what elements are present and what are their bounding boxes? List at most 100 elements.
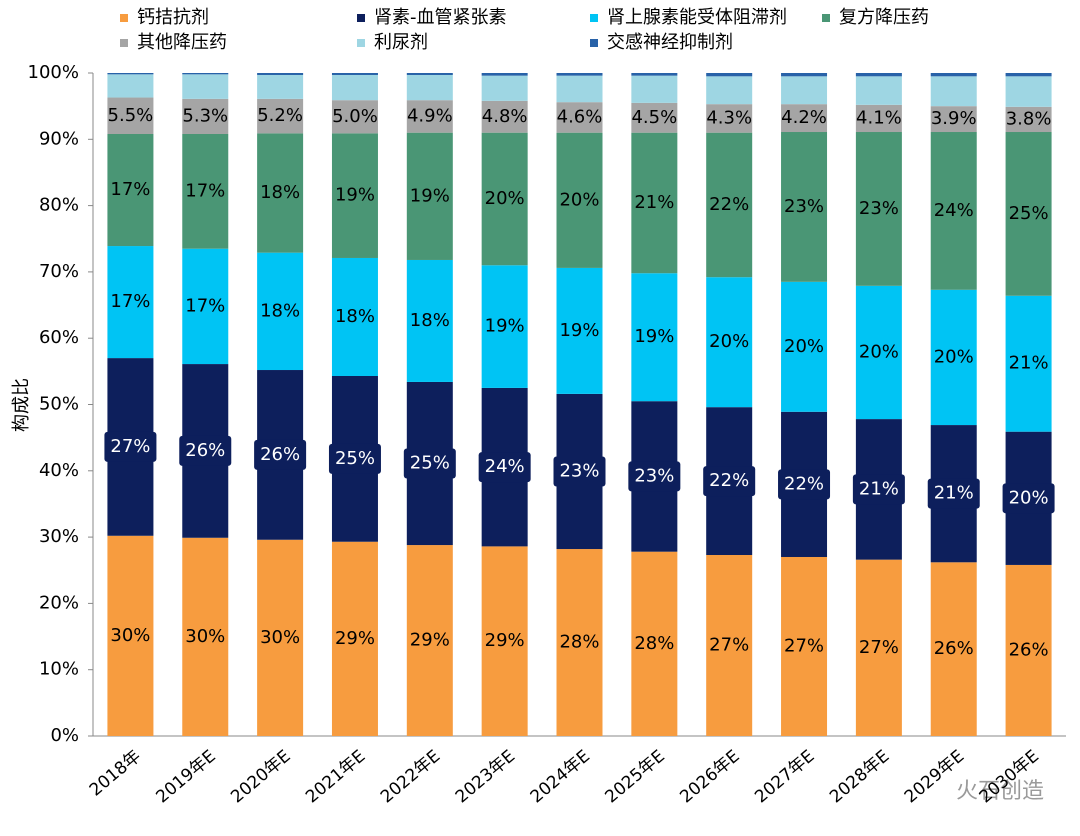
- data-label: 27%: [709, 635, 749, 656]
- bar-segment: [331, 257, 378, 376]
- bar-segment: [706, 277, 753, 408]
- data-label: 21%: [1009, 353, 1049, 374]
- label-box: [628, 461, 681, 492]
- bar-segment: [556, 73, 603, 76]
- label-box: [179, 435, 232, 466]
- legend-label: 肾素-血管紧张素: [374, 7, 507, 28]
- bar-segment: [481, 265, 528, 388]
- data-label: 23%: [634, 465, 674, 486]
- bar-segment: [556, 267, 603, 394]
- legend-swatch: [590, 14, 598, 22]
- data-label: 5.3%: [182, 105, 228, 126]
- bar-segment: [781, 73, 828, 77]
- data-label: 29%: [335, 628, 375, 649]
- bar-segment: [781, 281, 828, 412]
- data-label: 20%: [784, 336, 824, 357]
- data-label: 19%: [410, 185, 450, 206]
- y-tick-label: 90%: [39, 128, 79, 149]
- x-tick-label: 2026年E: [676, 746, 743, 807]
- label-box: [927, 478, 980, 509]
- y-tick-label: 70%: [39, 261, 79, 282]
- x-tick-label: 2027年E: [751, 746, 818, 807]
- x-tick-label: 2021年E: [302, 746, 369, 807]
- bar-segment: [406, 259, 453, 382]
- bar-segment: [631, 132, 678, 274]
- data-label: 17%: [185, 295, 225, 316]
- data-label: 28%: [559, 632, 599, 653]
- data-label: 17%: [185, 180, 225, 201]
- label-box: [478, 452, 531, 483]
- bar-segment: [930, 132, 977, 290]
- label-box: [1002, 483, 1055, 514]
- data-label: 24%: [485, 456, 525, 477]
- data-label: 3.9%: [931, 108, 977, 129]
- label-box: [852, 474, 905, 505]
- data-label: 4.8%: [482, 106, 528, 127]
- bar-segment: [631, 75, 678, 103]
- data-label: 4.2%: [781, 107, 827, 128]
- bar-segment: [107, 97, 154, 134]
- y-tick-label: 20%: [39, 592, 79, 613]
- data-label: 23%: [784, 196, 824, 217]
- data-label: 4.9%: [407, 105, 453, 126]
- data-label: 26%: [934, 638, 974, 659]
- bar-segment: [1005, 73, 1052, 77]
- y-tick-label: 50%: [39, 394, 79, 415]
- data-label: 30%: [185, 626, 225, 647]
- data-label: 27%: [859, 637, 899, 658]
- data-label: 23%: [859, 198, 899, 219]
- x-tick-label: 2028年E: [826, 746, 893, 807]
- data-label: 22%: [709, 194, 749, 215]
- bar-segment: [631, 273, 678, 402]
- bar-segment: [1005, 76, 1052, 107]
- data-label: 18%: [410, 310, 450, 331]
- data-label: 30%: [260, 627, 300, 648]
- bar-segment: [481, 100, 528, 133]
- data-label: 25%: [410, 453, 450, 474]
- y-tick-label: 60%: [39, 327, 79, 348]
- data-label: 26%: [185, 440, 225, 461]
- bar-segment: [182, 73, 229, 75]
- bar-segment: [855, 73, 902, 77]
- bar-segment: [556, 132, 603, 268]
- data-label: 19%: [485, 316, 525, 337]
- label-box: [553, 456, 606, 487]
- legend-swatch: [120, 14, 128, 22]
- data-label: 18%: [260, 300, 300, 321]
- data-label: 20%: [1009, 487, 1049, 508]
- bar-segment: [331, 541, 378, 736]
- bar-segment: [930, 73, 977, 77]
- data-label: 4.1%: [856, 107, 902, 128]
- data-label: 5.2%: [257, 105, 303, 126]
- data-label: 17%: [110, 179, 150, 200]
- data-label: 3.8%: [1006, 108, 1052, 129]
- data-label: 19%: [634, 326, 674, 347]
- bar-segment: [930, 289, 977, 426]
- bar-segment: [481, 75, 528, 101]
- x-tick-label: 2024年E: [527, 746, 594, 807]
- bar-segment: [706, 76, 753, 105]
- data-label: 23%: [559, 460, 599, 481]
- bar-segment: [706, 104, 753, 133]
- legend-swatch: [120, 39, 128, 47]
- legend-label: 其他降压药: [137, 32, 227, 53]
- bar-segment: [257, 539, 304, 736]
- bar-segment: [781, 76, 828, 105]
- data-label: 22%: [784, 473, 824, 494]
- bar-segment: [257, 74, 304, 99]
- bar-segment: [107, 535, 154, 736]
- bar-segment: [1005, 564, 1052, 736]
- bar-segment: [1005, 295, 1052, 432]
- data-label: 20%: [709, 331, 749, 352]
- bar-segment: [930, 76, 977, 107]
- bar-segment: [855, 104, 902, 133]
- data-label: 27%: [784, 635, 824, 656]
- bar-segment: [556, 102, 603, 133]
- x-tick-label: 2025年E: [602, 746, 669, 807]
- bar-segment: [481, 546, 528, 736]
- data-label: 18%: [335, 306, 375, 327]
- bar-segment: [331, 73, 378, 75]
- label-box: [703, 466, 756, 497]
- bar-segment: [182, 248, 229, 365]
- bar-segment: [855, 559, 902, 736]
